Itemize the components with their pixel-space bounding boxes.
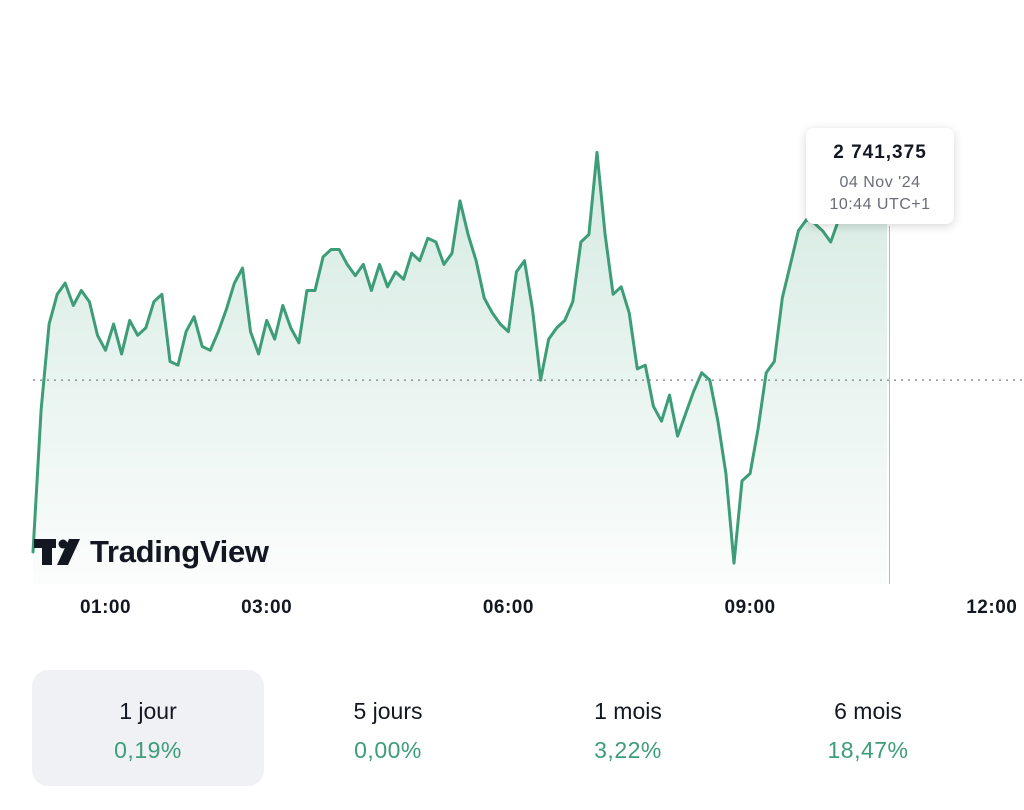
period-button[interactable]: 6 mois 18,47% (752, 670, 984, 786)
price-line (31, 150, 889, 565)
period-change: 3,22% (594, 737, 662, 763)
period-change: 0,00% (354, 737, 422, 763)
price-chart[interactable]: 01:00 03:00 06:00 09:00 12:00 (0, 0, 1024, 640)
period-label: 5 jours (353, 698, 423, 724)
x-tick-label: 01:00 (80, 597, 131, 618)
tradingview-logo-icon (34, 539, 80, 565)
price-tooltip: 2 741,375 04 Nov '24 10:44 UTC+1 (806, 128, 954, 224)
period-selector: 1 jour 0,19% 5 jours 0,00% 1 mois 3,22% … (32, 670, 992, 788)
tooltip-time: 10:44 UTC+1 (829, 196, 931, 213)
tradingview-logo[interactable]: TradingView (34, 532, 269, 572)
period-change: 18,47% (827, 737, 909, 763)
period-label: 1 jour (119, 698, 177, 724)
x-tick-label: 09:00 (725, 597, 776, 618)
period-change: 0,19% (114, 737, 182, 763)
tooltip-date: 04 Nov '24 (839, 174, 921, 191)
tooltip-price: 2 741,375 (833, 142, 927, 163)
tradingview-logo-text: TradingView (90, 534, 269, 569)
x-tick-label: 12:00 (966, 597, 1017, 618)
x-tick-label: 06:00 (483, 597, 534, 618)
period-label: 1 mois (594, 698, 662, 724)
period-button[interactable]: 1 mois 3,22% (512, 670, 744, 786)
period-button[interactable]: 1 jour 0,19% (32, 670, 264, 786)
period-button[interactable]: 5 jours 0,00% (272, 670, 504, 786)
x-tick-label: 03:00 (241, 597, 292, 618)
period-label: 6 mois (834, 698, 902, 724)
price-area-fill (33, 152, 888, 584)
